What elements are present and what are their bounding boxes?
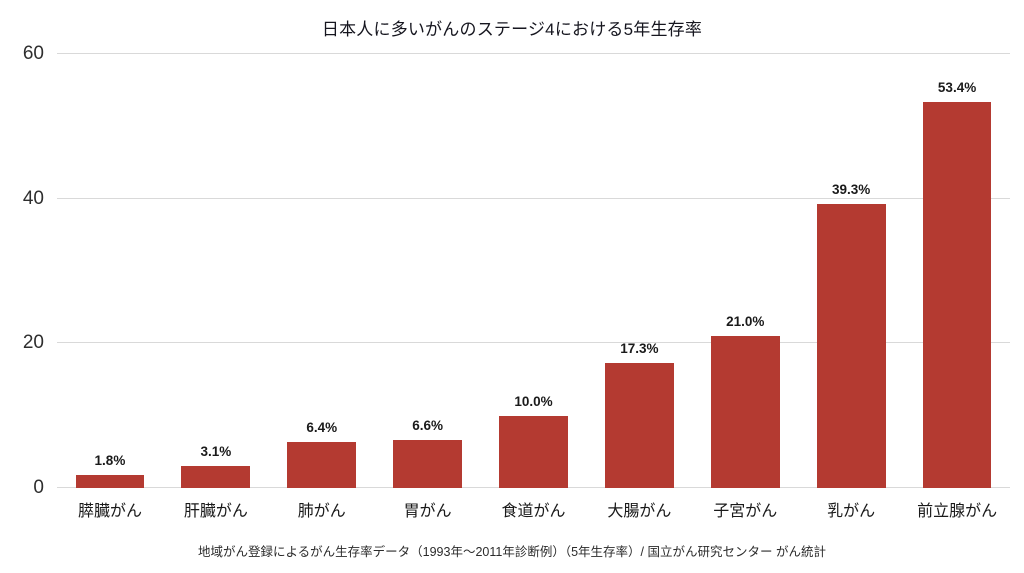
bar (710, 336, 780, 488)
bar (75, 474, 145, 488)
bar-column: 6.4% (269, 54, 375, 488)
x-axis-label: 肝臓がん (183, 503, 248, 520)
x-axis-label: 乳がん (827, 503, 876, 520)
bar-column: 17.3% (586, 54, 692, 488)
source-caption: 地域がん登録によるがん生存率データ（1993年～2011年診断例）（5年生存率）… (198, 545, 826, 559)
gridline (57, 197, 1010, 199)
bar (604, 362, 674, 488)
gridline (57, 342, 1010, 344)
bar-column: 10.0% (481, 54, 587, 488)
bar-column: 53.4% (904, 54, 1010, 488)
bar-column: 6.6% (375, 54, 481, 488)
x-axis-label: 食道がん (501, 503, 566, 520)
x-axis-label: 前立腺がん (917, 503, 998, 520)
y-axis-tick-label: 40 (22, 187, 44, 209)
x-axis-label: 肺がん (297, 503, 346, 520)
bar-value-label: 53.4% (937, 79, 977, 95)
bar (499, 415, 568, 488)
bar-column: 21.0% (692, 54, 798, 488)
bar (287, 441, 357, 488)
x-axis-labels: 膵臓がん 肝臓がん 肺がん 胃がん 食道がん 大腸がん 子宮がん 乳がん 前立腺がん (57, 497, 1010, 521)
bar (816, 203, 886, 488)
bar-column: 39.3% (798, 54, 904, 488)
bars: 1.8% 3.1% 6.4% 6.6% 10.0% 17.3% 21.0% 39.3% 53.4… (57, 54, 1010, 488)
y-axis-tick-label: 60 (22, 43, 44, 64)
x-axis-label: 大腸がん (607, 503, 672, 520)
bar (181, 465, 251, 488)
bar-value-label: 6.6% (412, 418, 443, 434)
bar-value-label: 10.0% (514, 393, 553, 409)
plot-area: 1.8% 3.1% 6.4% 6.6% 10.0% 17.3% 21.0% 39.3% 53.4… (23, 43, 1010, 498)
gridline (57, 53, 1010, 54)
bar-value-label: 1.8% (94, 452, 126, 468)
bar-value-label: 39.3% (832, 181, 871, 197)
bar-value-label: 6.4% (306, 419, 338, 435)
y-axis-tick-label: 20 (22, 332, 44, 354)
bar-value-label: 17.3% (620, 340, 659, 356)
bar-column: 3.1% (163, 54, 269, 488)
bar-column: 1.8% (57, 54, 163, 488)
y-axis-tick-label: 0 (33, 477, 44, 498)
x-axis-label: 子宮がん (713, 503, 778, 520)
bar-value-label: 3.1% (200, 443, 232, 459)
x-axis-label: 膵臓がん (77, 503, 142, 520)
x-axis-label: 胃がん (403, 503, 452, 520)
bar-value-label: 21.0% (726, 314, 765, 330)
chart-title: 日本人に多いがんのステージ4における5年生存率 (321, 20, 703, 39)
bar (922, 101, 992, 488)
bar (393, 440, 463, 488)
